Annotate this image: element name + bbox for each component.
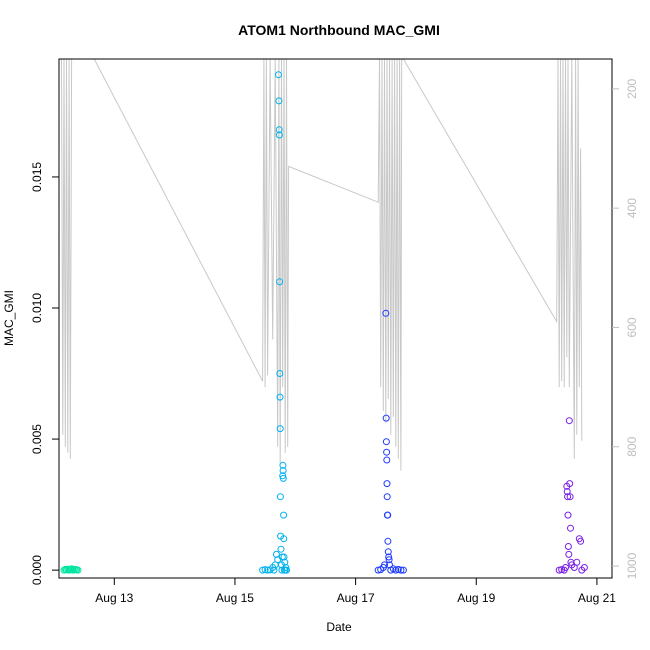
data-point-series-3 — [384, 511, 392, 519]
data-point-series-2 — [279, 467, 287, 474]
data-point-series-2 — [280, 535, 288, 543]
data-point-series-2 — [276, 425, 284, 433]
y-tick-label: 0.005 — [30, 424, 44, 454]
x-axis-label: Date — [326, 620, 352, 634]
data-point-series-3 — [385, 553, 393, 561]
data-point-series-2 — [282, 564, 290, 571]
y-tick-label: 0.000 — [30, 555, 44, 585]
y-axis-label: MAC_GMI — [2, 290, 16, 346]
data-point-series-2 — [275, 131, 283, 139]
data-point-series-3 — [382, 309, 390, 317]
data-point-series-2 — [279, 474, 287, 482]
x-tick-label: Aug 19 — [457, 591, 495, 605]
x-tick-label: Aug 17 — [337, 591, 375, 605]
y2-tick-label: 400 — [625, 198, 639, 218]
data-point-series-4 — [565, 417, 573, 425]
data-point-series-4 — [564, 493, 572, 501]
y2-tick-label: 600 — [625, 317, 639, 337]
data-point-series-1 — [74, 566, 82, 574]
x-tick-label: Aug 21 — [578, 591, 616, 605]
data-point-series-3 — [382, 438, 390, 446]
x-tick-label: Aug 13 — [95, 591, 133, 605]
data-point-series-3 — [397, 566, 405, 574]
data-point-series-3 — [383, 480, 391, 488]
data-point-series-2 — [276, 278, 284, 286]
data-point-series-2 — [281, 558, 289, 566]
data-point-series-4 — [566, 480, 574, 488]
secondary-series-line — [61, 59, 583, 471]
data-point-series-3 — [386, 561, 393, 569]
data-point-series-4 — [563, 488, 571, 495]
data-point-series-4 — [580, 564, 588, 571]
data-point-series-4 — [558, 566, 566, 574]
data-point-series-3 — [383, 456, 391, 464]
data-point-series-2 — [280, 511, 288, 519]
data-point-series-2 — [261, 566, 269, 574]
x-tick-label: Aug 15 — [216, 591, 254, 605]
data-point-series-4 — [564, 511, 572, 519]
data-point-series-2 — [259, 566, 267, 574]
data-point-series-3 — [381, 561, 388, 569]
plot-frame — [58, 58, 613, 579]
data-point-series-2 — [276, 370, 284, 377]
data-point-series-3 — [384, 537, 392, 545]
data-point-series-4 — [566, 493, 574, 501]
data-point-series-2 — [276, 393, 284, 401]
data-point-series-2 — [276, 493, 284, 501]
data-point-series-2 — [279, 472, 287, 480]
data-point-series-2 — [270, 566, 278, 574]
chart-title: ATOM1 Northbound MAC_GMI — [238, 22, 440, 38]
data-point-series-4 — [562, 564, 569, 571]
data-point-series-3 — [399, 566, 407, 574]
data-point-series-4 — [565, 550, 573, 558]
data-point-series-2 — [275, 97, 283, 105]
points-layer — [60, 71, 588, 574]
data-point-series-3 — [382, 414, 390, 422]
data-point-series-2 — [280, 553, 288, 561]
data-point-series-2 — [277, 545, 285, 553]
y-tick-label: 0.015 — [30, 162, 44, 192]
data-point-series-3 — [383, 448, 391, 456]
y2-tick-label: 200 — [625, 78, 639, 98]
data-point-series-4 — [555, 566, 563, 574]
data-point-series-3 — [383, 493, 391, 501]
data-point-series-4 — [577, 537, 585, 545]
x-axis: Aug 13 Aug 15 Aug 17 Aug 19 Aug 21 — [95, 578, 616, 605]
y2-tick-label: 800 — [625, 436, 639, 456]
secondary-series-layer — [61, 59, 583, 471]
y2-tick-label: 1000 — [625, 552, 639, 579]
data-point-series-3 — [385, 556, 393, 564]
data-point-series-2 — [279, 461, 287, 469]
secondary-y-axis: 200 400 600 800 1000 — [612, 78, 639, 579]
y-axis: 0.000 0.005 0.010 0.015 — [30, 162, 59, 585]
data-point-series-2 — [283, 566, 290, 574]
data-point-series-4 — [573, 558, 581, 566]
data-point-series-2 — [275, 126, 283, 134]
data-point-series-4 — [567, 524, 574, 532]
data-point-series-2 — [275, 71, 282, 79]
data-point-series-3 — [384, 548, 392, 556]
data-point-series-4 — [564, 543, 572, 550]
y-tick-label: 0.010 — [30, 293, 44, 323]
